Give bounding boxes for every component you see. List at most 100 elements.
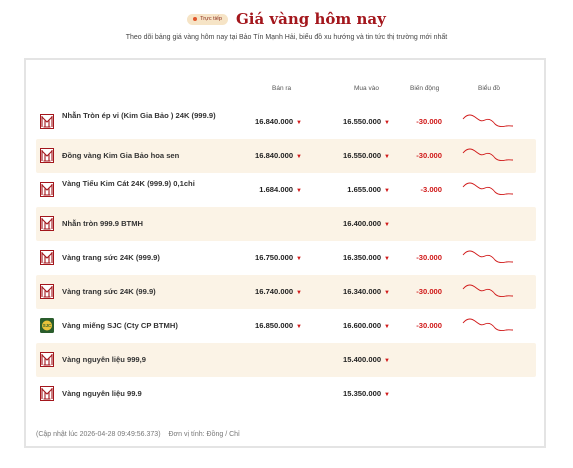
- price-change: -30.000: [416, 117, 442, 126]
- down-arrow-icon: ▼: [296, 188, 302, 194]
- sell-price: 1.684.000 ▼: [232, 185, 302, 194]
- buy-price: 16.350.000 ▼: [320, 253, 390, 262]
- down-arrow-icon: ▼: [384, 290, 390, 296]
- buy-price: 16.550.000 ▼: [320, 151, 390, 160]
- price-change: -3.000: [420, 185, 442, 194]
- column-header-chart: Biểu đồ: [478, 85, 501, 92]
- down-arrow-icon: ▼: [384, 256, 390, 262]
- down-arrow-icon: ▼: [296, 324, 302, 330]
- column-header-sell: Bán ra: [272, 85, 292, 92]
- btmh-logo-icon: [40, 182, 54, 197]
- live-badge-label: Trực tiếp: [200, 16, 222, 22]
- table-row: Nhẫn tròn 999.9 BTMH 16.400.000 ▼: [36, 207, 536, 241]
- down-arrow-icon: ▼: [296, 154, 302, 160]
- sell-price: 16.740.000 ▼: [232, 287, 302, 296]
- buy-price-value: 16.550.000: [343, 151, 382, 160]
- page-subtitle: Theo dõi bảng giá vàng hôm nay tại Bảo T…: [125, 34, 448, 41]
- column-header-buy: Mua vào: [354, 85, 379, 92]
- product-name: Vàng nguyên liệu 999,9: [62, 355, 146, 364]
- sell-price: 16.840.000 ▼: [232, 117, 302, 126]
- product-name: Vàng trang sức 24K (999.9): [62, 253, 160, 262]
- sell-price-value: 16.840.000: [255, 117, 294, 126]
- buy-price: 16.340.000 ▼: [320, 287, 390, 296]
- table-row: Vàng Tiểu Kim Cát 24K (999.9) 0,1chỉ 1.68…: [36, 173, 536, 207]
- sell-price-value: 16.840.000: [255, 151, 294, 160]
- sell-price: 16.840.000 ▼: [232, 151, 302, 160]
- down-arrow-icon: ▼: [384, 392, 390, 398]
- buy-price-value: 16.550.000: [343, 117, 382, 126]
- sell-price-value: 16.750.000: [255, 253, 294, 262]
- trend-sparkline[interactable]: [462, 281, 514, 301]
- buy-price-value: 16.350.000: [343, 253, 382, 262]
- table-footer: (Cập nhật lúc 2026-04-28 09:49:56.373) Đ…: [36, 431, 246, 438]
- page-title: Giá vàng hôm nay: [235, 10, 386, 28]
- buy-price: 16.550.000 ▼: [320, 117, 390, 126]
- btmh-logo-icon: [40, 284, 54, 299]
- down-arrow-icon: ▼: [384, 324, 390, 330]
- btmh-logo-icon: [40, 386, 54, 401]
- product-name: Vàng trang sức 24K (99.9): [62, 287, 156, 296]
- page-header: Trực tiếp Giá vàng hôm nay Theo dõi bảng…: [0, 8, 573, 41]
- buy-price: 1.655.000 ▼: [320, 185, 390, 194]
- trend-sparkline[interactable]: [462, 315, 514, 335]
- down-arrow-icon: ▼: [384, 358, 390, 364]
- trend-sparkline[interactable]: [462, 111, 514, 131]
- down-arrow-icon: ▼: [384, 154, 390, 160]
- trend-sparkline[interactable]: [462, 179, 514, 199]
- table-row: Vàng nguyên liệu 999,9 15.400.000 ▼: [36, 343, 536, 377]
- table-row: Vàng trang sức 24K (99.9) 16.740.000 ▼ 16.3…: [36, 275, 536, 309]
- btmh-logo-icon: [40, 250, 54, 265]
- live-badge: Trực tiếp: [187, 13, 228, 25]
- trend-sparkline[interactable]: [462, 247, 514, 267]
- table-row: SJC Vàng miếng SJC (Cty CP BTMH) 16.850.00…: [36, 309, 536, 343]
- buy-price: 16.400.000 ▼: [320, 219, 390, 228]
- price-change: -30.000: [416, 253, 442, 262]
- table-body: Nhẫn Tròn ép vỉ (Kim Gia Bảo ) 24K (999.…: [36, 105, 536, 411]
- down-arrow-icon: ▼: [384, 120, 390, 126]
- sell-price: 16.850.000 ▼: [232, 321, 302, 330]
- buy-price-value: 15.350.000: [343, 389, 382, 398]
- sell-price-value: 16.850.000: [255, 321, 294, 330]
- last-updated: (Cập nhật lúc 2026-04-28 09:49:56.373): [36, 431, 161, 438]
- down-arrow-icon: ▼: [296, 256, 302, 262]
- table-row: Vàng trang sức 24K (999.9) 16.750.000 ▼ 16.…: [36, 241, 536, 275]
- buy-price-value: 1.655.000: [347, 185, 382, 194]
- table-row: Đồng vàng Kim Gia Bảo hoa sen 16.840.000 ▼…: [36, 139, 536, 173]
- btmh-logo-icon: [40, 114, 54, 129]
- price-change: -30.000: [416, 151, 442, 160]
- sjc-logo-icon: SJC: [40, 318, 54, 333]
- down-arrow-icon: ▼: [296, 120, 302, 126]
- product-name: Vàng miếng SJC (Cty CP BTMH): [62, 321, 178, 330]
- gold-price-table: Bán ra Mua vào Biến động Biểu đồ Nhẫn Tr…: [24, 58, 546, 448]
- product-name: Vàng nguyên liệu 99.9: [62, 389, 142, 398]
- column-header-change: Biến động: [410, 85, 440, 92]
- buy-price: 16.600.000 ▼: [320, 321, 390, 330]
- down-arrow-icon: ▼: [296, 290, 302, 296]
- table-row: Vàng nguyên liệu 99.9 15.350.000 ▼: [36, 377, 536, 411]
- product-name: Nhẫn tròn 999.9 BTMH: [62, 219, 144, 228]
- buy-price-value: 16.340.000: [343, 287, 382, 296]
- down-arrow-icon: ▼: [384, 188, 390, 194]
- price-change: -30.000: [416, 287, 442, 296]
- buy-price: 15.350.000 ▼: [320, 389, 390, 398]
- price-change: -30.000: [416, 321, 442, 330]
- buy-price-value: 15.400.000: [343, 355, 382, 364]
- buy-price-value: 16.600.000: [343, 321, 382, 330]
- sell-price: 16.750.000 ▼: [232, 253, 302, 262]
- btmh-logo-icon: [40, 352, 54, 367]
- product-name: Đồng vàng Kim Gia Bảo hoa sen: [62, 151, 180, 160]
- buy-price: 15.400.000 ▼: [320, 355, 390, 364]
- down-arrow-icon: ▼: [384, 222, 390, 228]
- product-name: Vàng Tiểu Kim Cát 24K (999.9) 0,1chỉ: [62, 179, 195, 188]
- sell-price-value: 1.684.000: [259, 185, 294, 194]
- live-dot-icon: [193, 17, 198, 21]
- unit-note: Đơn vị tính: Đồng / Chỉ: [168, 431, 240, 438]
- table-row: Nhẫn Tròn ép vỉ (Kim Gia Bảo ) 24K (999.…: [36, 105, 536, 139]
- btmh-logo-icon: [40, 216, 54, 231]
- svg-text:SJC: SJC: [43, 323, 51, 328]
- sell-price-value: 16.740.000: [255, 287, 294, 296]
- trend-sparkline[interactable]: [462, 145, 514, 165]
- product-name: Nhẫn Tròn ép vỉ (Kim Gia Bảo ) 24K (999.…: [62, 111, 216, 120]
- buy-price-value: 16.400.000: [343, 219, 382, 228]
- btmh-logo-icon: [40, 148, 54, 163]
